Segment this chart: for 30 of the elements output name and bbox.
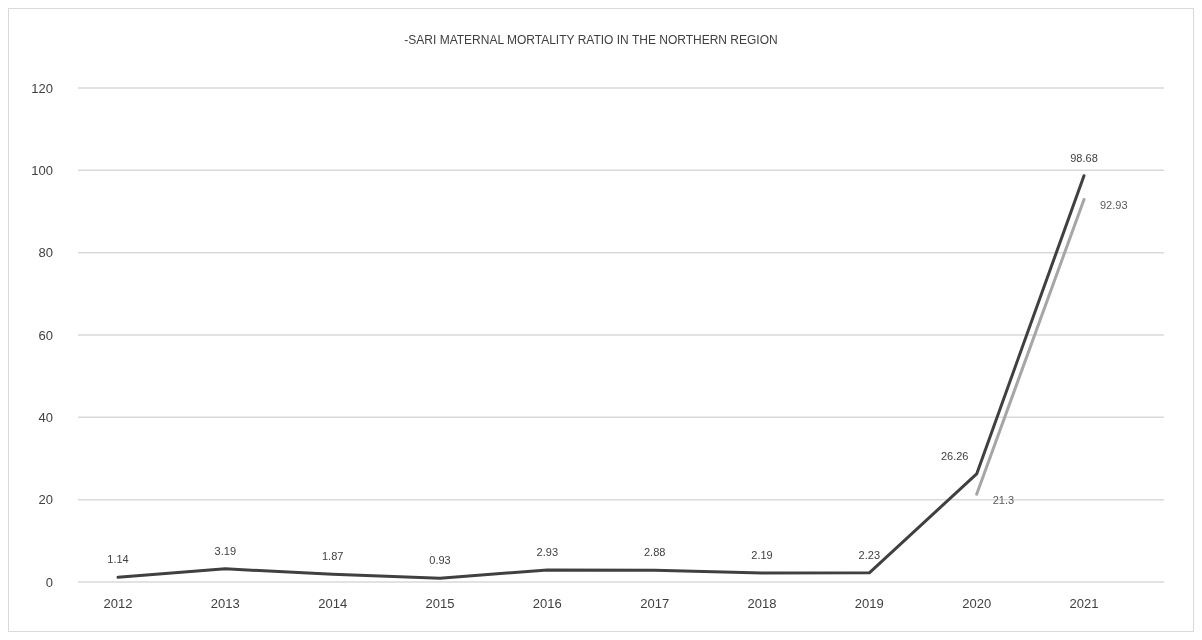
x-tick-label: 2013 xyxy=(210,596,240,611)
data-label: 2.93 xyxy=(536,545,559,558)
x-tick-label: 2015 xyxy=(425,596,455,611)
data-label: 92.93 xyxy=(1100,199,1128,212)
x-tick-label: 2021 xyxy=(1069,596,1099,611)
data-label: 26.26 xyxy=(940,449,969,462)
data-label: 0.93 xyxy=(429,554,451,567)
x-tick-label: 2018 xyxy=(747,596,777,611)
data-label: 1.87 xyxy=(321,550,344,563)
y-tick-label: 60 xyxy=(38,327,53,343)
data-label: 1.14 xyxy=(107,553,129,566)
x-tick-label: 2012 xyxy=(103,596,133,611)
data-label: 2.88 xyxy=(643,546,666,559)
y-tick-label: 20 xyxy=(38,492,53,508)
x-tick-label: 2017 xyxy=(640,596,670,611)
y-tick-label: 100 xyxy=(31,162,53,178)
x-tick-label: 2014 xyxy=(318,596,348,611)
data-label: 3.19 xyxy=(214,544,237,557)
chart-title: -SARI MATERNAL MORTALITY RATIO IN THE NORTHERN REGION xyxy=(404,33,778,47)
x-tick-label: 2019 xyxy=(854,596,884,611)
data-label: 98.68 xyxy=(1070,151,1098,164)
data-label: 21.3 xyxy=(992,494,1015,507)
y-tick-label: 40 xyxy=(38,409,53,425)
x-tick-label: 2020 xyxy=(962,596,992,611)
y-tick-label: 80 xyxy=(38,245,53,261)
y-tick-label: 0 xyxy=(45,574,53,590)
data-label: 2.19 xyxy=(751,548,773,561)
y-tick-label: 120 xyxy=(31,80,53,96)
x-tick-label: 2016 xyxy=(532,596,562,611)
data-label: 2.23 xyxy=(858,548,881,561)
